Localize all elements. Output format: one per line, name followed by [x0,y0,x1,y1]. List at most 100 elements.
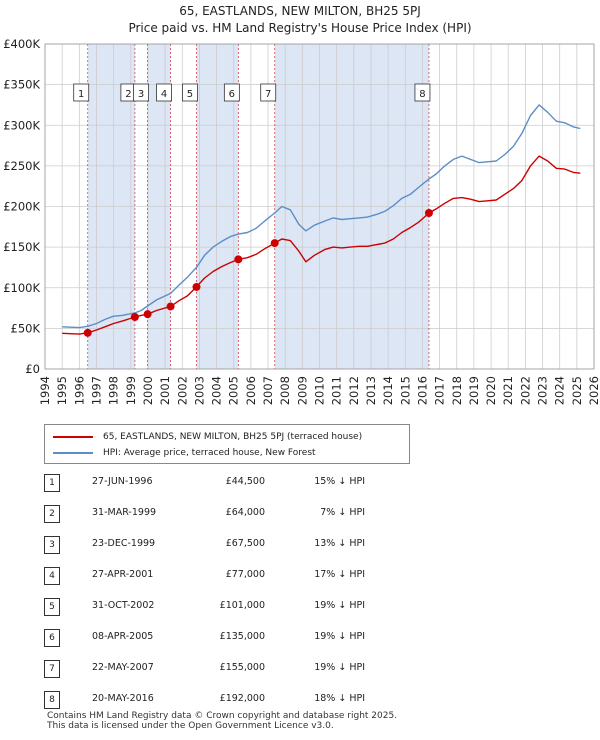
sale-point [166,302,175,311]
sale-hpi-diff: 19% ↓ HPI [314,631,365,642]
table-row: 2 31-MAR-1999 £64,000 7% ↓ HPI [40,505,540,525]
x-tick-label: 2007 [261,376,275,405]
y-tick-label: £0 [25,362,40,376]
sale-date: 08-APR-2005 [92,631,154,642]
sale-label-box [260,83,277,102]
sale-label-box [182,83,198,102]
plot-border [44,43,595,370]
x-tick-label: 1996 [72,376,86,405]
table-row: 1 27-JUN-1996 £44,500 15% ↓ HPI [40,474,540,494]
sale-number: 6 [44,629,60,647]
sale-point [270,239,279,248]
sale-label-number: 7 [265,89,271,100]
x-tick-label: 2000 [141,376,155,405]
x-tick-label: 2024 [553,376,567,405]
table-row: 6 08-APR-2005 £135,000 19% ↓ HPI [40,629,540,649]
sale-number: 5 [44,598,60,616]
sale-date: 27-APR-2001 [92,569,154,580]
sale-price: £64,000 [225,507,265,518]
x-tick-label: 2003 [192,376,206,405]
sale-number: 3 [44,536,60,554]
sale-hpi-diff: 7% ↓ HPI [320,507,365,518]
x-tick-label: 2015 [398,376,412,405]
x-tick-label: 2019 [467,376,481,405]
sale-hpi-diff: 19% ↓ HPI [314,662,365,673]
sale-label-box [133,83,149,102]
sale-label-box [414,83,431,102]
x-tick-label: 1997 [89,376,103,405]
sale-number: 2 [44,505,60,523]
chart-title: 65, EASTLANDS, NEW MILTON, BH25 5PJ [179,4,421,18]
y-tick-label: £200K [3,200,40,214]
sale-date: 27-JUN-1996 [92,476,153,487]
x-tick-label: 2020 [484,376,498,405]
table-row: 5 31-OCT-2002 £101,000 19% ↓ HPI [40,598,540,618]
hpi-line [62,104,581,329]
sale-price: £67,500 [225,538,265,549]
legend-hpi-swatch [53,452,93,454]
sale-price: £155,000 [219,662,265,673]
y-tick-label: £250K [3,159,40,173]
sale-date: 22-MAY-2007 [92,662,154,673]
footer-licence: This data is licensed under the Open Gov… [47,721,334,731]
sale-hpi-diff: 17% ↓ HPI [314,569,365,580]
sale-price: £192,000 [219,693,265,704]
sale-label-number: 3 [138,89,144,100]
sale-label-number: 8 [419,89,425,100]
table-row: 7 22-MAY-2007 £155,000 19% ↓ HPI [40,660,540,680]
x-tick-label: 2016 [415,376,429,405]
footer: Contains HM Land Registry data © Crown c… [47,711,397,731]
axes: £0 £50K £100K £150K £200K £250K £300K £350K £400… [3,37,600,405]
x-tick-label: 2009 [295,376,309,405]
sale-label-box [223,83,240,102]
footer-copyright: Contains HM Land Registry data © Crown c… [47,711,398,721]
sale-price: £135,000 [219,631,265,642]
x-tick-label: 2023 [536,376,550,405]
sale-hpi-diff: 19% ↓ HPI [314,600,365,611]
sale-point [130,313,139,321]
sale-label-number: 6 [229,89,235,100]
sale-price: £44,500 [225,476,265,487]
sale-label-number: 1 [78,89,84,100]
x-tick-label: 1994 [38,376,52,405]
sale-label-number: 2 [125,89,131,100]
sale-number: 7 [44,660,60,678]
sale-price: £101,000 [219,600,265,611]
sale-label-box [73,83,90,102]
x-tick-label: 1995 [55,376,69,405]
x-tick-label: 1999 [124,376,138,405]
sale-number: 4 [44,567,60,585]
x-tick-label: 2004 [210,376,224,405]
x-tick-label: 2011 [330,376,344,405]
x-tick-label: 2026 [587,376,600,405]
y-tick-label: £50K [11,321,41,335]
sale-point [192,282,201,291]
table-row: 4 27-APR-2001 £77,000 17% ↓ HPI [40,567,540,587]
chart-subtitle: Price paid vs. HM Land Registry's House … [128,21,472,35]
x-tick-label: 2021 [501,376,515,405]
x-tick-label: 2018 [450,376,464,405]
legend: 65, EASTLANDS, NEW MILTON, BH25 5PJ (ter… [44,424,410,464]
sale-number: 1 [44,474,60,492]
sale-date: 20-MAY-2016 [92,693,154,704]
legend-price-label: 65, EASTLANDS, NEW MILTON, BH25 5PJ (ter… [103,432,363,442]
sale-hpi-diff: 18% ↓ HPI [314,693,365,704]
sale-date: 23-DEC-1999 [92,538,156,549]
sale-label-box [156,83,172,102]
x-tick-label: 2017 [433,376,447,405]
y-tick-label: £300K [3,118,40,132]
table-row: 3 23-DEC-1999 £67,500 13% ↓ HPI [40,536,540,556]
sale-number: 8 [44,691,60,709]
legend-hpi-label: HPI: Average price, terraced house, New … [103,448,316,458]
sale-hpi-diff: 15% ↓ HPI [314,476,365,487]
sale-hpi-diff: 13% ↓ HPI [314,538,365,549]
table-row: 8 20-MAY-2016 £192,000 18% ↓ HPI [40,691,540,711]
sale-label-number: 4 [161,89,167,100]
legend-price-swatch [53,436,93,438]
x-tick-label: 2002 [175,376,189,405]
x-tick-label: 1998 [107,376,121,405]
sale-point [234,255,243,264]
sale-date: 31-OCT-2002 [92,600,155,611]
